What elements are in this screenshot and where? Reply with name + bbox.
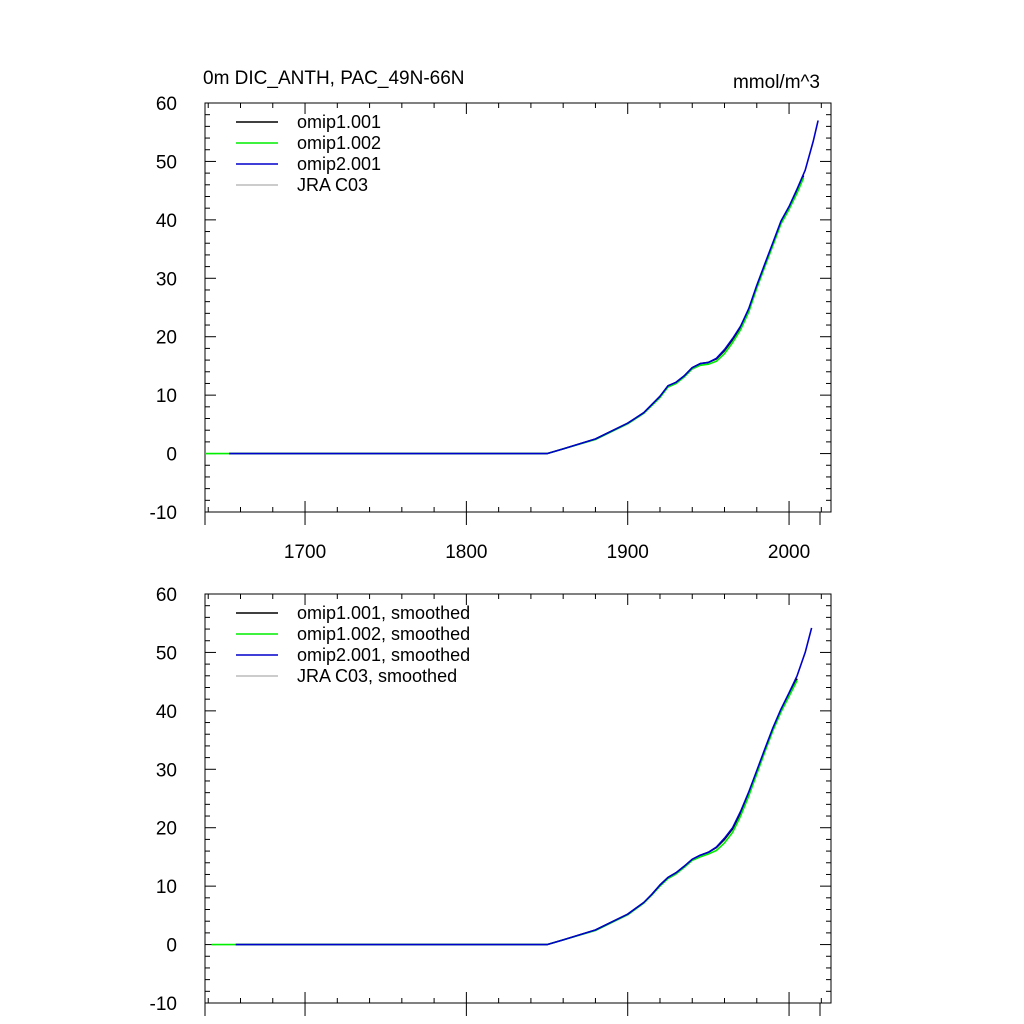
legend-label: omip1.001 <box>297 112 381 132</box>
y-tick-label: -10 <box>150 503 177 524</box>
x-tick-label: 1900 <box>607 542 649 563</box>
legend-label: omip2.001 <box>297 154 381 174</box>
series-line-2 <box>229 120 819 455</box>
x-tick-label: 1800 <box>445 542 487 563</box>
legend-label: JRA C03 <box>297 175 368 195</box>
series-line-1 <box>205 177 805 455</box>
y-tick-label: 20 <box>156 819 177 840</box>
y-tick-label: 20 <box>156 328 177 349</box>
x-tick-label: 1700 <box>284 542 326 563</box>
y-tick-label: 30 <box>156 269 177 290</box>
y-tick-label: 60 <box>156 585 177 606</box>
y-tick-label: 0 <box>166 936 177 957</box>
legend-label: omip2.001, smoothed <box>297 645 470 665</box>
y-tick-label: 40 <box>156 702 177 723</box>
plot-frame <box>204 102 832 513</box>
bottom-plot-panel: -10 0 10 20 30 40 50 60 omip1.001, smoothedomip1… <box>150 585 832 1016</box>
series-line-1 <box>211 680 798 946</box>
y-tick-label: 60 <box>156 94 177 115</box>
y-tick-label: 30 <box>156 760 177 781</box>
y-tick-label: 50 <box>156 643 177 664</box>
plot-frame <box>204 593 832 1004</box>
panel-title: 0m DIC_ANTH, PAC_49N-66N <box>203 68 465 89</box>
y-tick-label: 10 <box>156 877 177 898</box>
units-label: mmol/m^3 <box>733 72 820 93</box>
y-tick-label: 40 <box>156 211 177 232</box>
y-tick-label: 50 <box>156 152 177 173</box>
series-line-0 <box>235 678 798 946</box>
legend-label: omip1.002 <box>297 133 381 153</box>
series-line-2 <box>235 627 813 946</box>
x-tick-label: 2000 <box>768 542 810 563</box>
legend-label: JRA C03, smoothed <box>297 666 457 686</box>
legend-label: omip1.002, smoothed <box>297 624 470 644</box>
top-plot-panel: -10 0 10 20 30 40 50 60 1700 1800 1900 2000 omip1.00… <box>150 94 832 563</box>
y-tick-label: 0 <box>166 445 177 466</box>
y-tick-label: -10 <box>150 994 177 1015</box>
y-tick-label: 10 <box>156 386 177 407</box>
legend-label: omip1.001, smoothed <box>297 603 470 623</box>
series-line-0 <box>229 175 805 455</box>
